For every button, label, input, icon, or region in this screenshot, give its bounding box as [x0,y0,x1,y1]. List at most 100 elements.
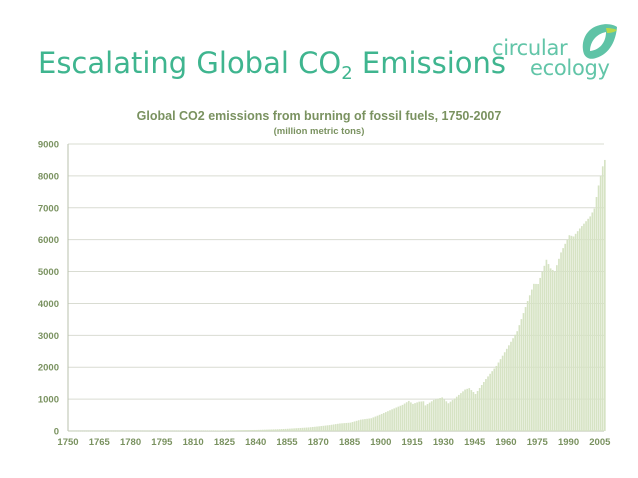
bar-1861 [299,427,302,431]
bar-1838 [251,430,254,431]
bar-1951 [487,376,489,431]
bar-1964 [514,334,516,431]
y-tick-label: 8000 [38,171,59,182]
bar-1919 [420,401,423,431]
bar-1847 [270,429,272,431]
bar-1880 [339,423,341,431]
bar-1902 [385,412,387,431]
bar-1947 [478,388,481,431]
bar-1903 [387,411,389,431]
bar-1895 [370,418,373,431]
bar-1822 [218,430,220,431]
bar-1931 [445,401,448,431]
bar-1855 [286,428,289,431]
bar-1885 [349,422,352,431]
chart-subtitle: (million metric tons) [273,126,365,137]
y-tick-label: 2000 [38,363,59,374]
bar-1934 [451,400,454,431]
x-tick-label: 1990 [558,437,579,448]
title-end: Emissions [352,46,507,80]
bar-1925 [432,399,435,431]
bar-1961 [508,345,510,431]
bar-1954 [493,368,496,431]
bar-1900 [380,413,383,431]
bar-1926 [435,399,437,431]
bar-1884 [347,422,350,431]
bar-1957 [499,359,502,431]
bar-1857 [291,428,293,431]
bar-1905 [391,409,393,431]
bar-1832 [239,430,241,431]
bar-1952 [489,373,491,431]
bar-1828 [230,430,233,431]
bar-1870 [318,426,320,431]
bar-1833 [241,430,243,431]
bar-1967 [520,319,523,431]
y-tick-label: 9000 [38,140,59,151]
bar-1840 [255,429,258,431]
bar-1894 [368,418,370,431]
bar-1845 [266,429,268,431]
bar-2004 [597,185,600,431]
bar-1871 [320,426,323,431]
bar-1883 [345,422,348,431]
x-tick-label: 1900 [370,437,391,448]
bar-1892 [364,419,366,431]
bar-1997 [583,223,585,431]
bar-1843 [261,429,264,431]
bar-1910 [401,404,404,431]
bar-1825 [224,430,227,431]
bar-1950 [485,379,487,431]
bar-1898 [376,415,379,431]
bar-1940 [464,389,466,431]
bar-1842 [259,429,262,431]
x-tick-label: 2005 [589,437,611,448]
bar-1860 [297,428,300,431]
bar-1980 [547,264,550,431]
bar-1893 [366,418,368,431]
slide-title: Escalating Global CO2 Emissions [38,46,506,84]
bar-1927 [437,398,439,431]
bar-2003 [595,197,598,431]
x-tick-label: 1945 [464,437,486,448]
bar-1928 [439,398,441,431]
bar-1959 [503,352,506,431]
bar-1891 [362,419,364,431]
x-tick-label: 1780 [120,437,141,448]
bar-1924 [430,401,433,431]
bar-1906 [393,408,396,431]
bar-1826 [226,430,229,431]
bar-1923 [428,402,431,431]
bar-1856 [289,428,291,431]
bar-1866 [309,427,312,431]
bar-1837 [249,430,252,431]
bar-1944 [472,392,475,431]
bar-1889 [357,420,360,431]
bar-1953 [491,371,494,431]
bar-1999 [587,218,589,431]
bar-1986 [560,252,562,431]
bar-1958 [501,355,504,431]
bar-1914 [410,402,412,431]
bar-1945 [474,394,477,431]
bar-1863 [303,427,306,431]
x-tick-label: 1885 [339,437,361,448]
bar-1933 [449,401,452,431]
x-tick-label: 1750 [57,437,78,448]
bar-1942 [468,388,471,431]
bar-1938 [460,393,462,431]
bar-2000 [589,216,592,431]
bar-1962 [510,341,512,431]
x-tick-label: 1915 [402,437,424,448]
bar-1823 [220,430,222,431]
bar-1868 [314,426,316,431]
bar-1859 [295,428,297,431]
bar-1887 [353,421,356,431]
bar-1841 [257,429,260,431]
bar-1831 [236,430,239,431]
bar-1918 [418,401,421,431]
bar-1971 [528,295,531,431]
bar-2007 [604,159,606,431]
bar-1844 [264,429,266,431]
